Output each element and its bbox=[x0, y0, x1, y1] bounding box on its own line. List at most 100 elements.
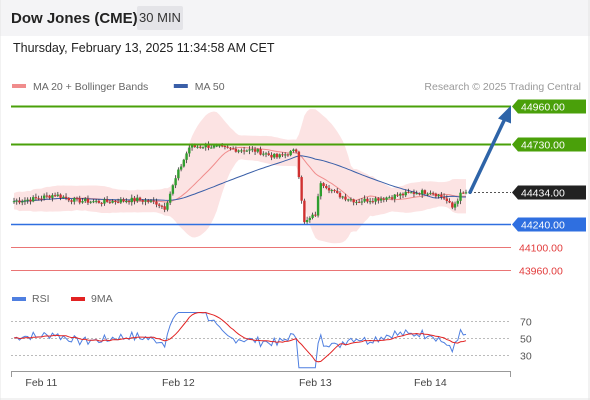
candle-body bbox=[396, 194, 399, 196]
candle-body bbox=[199, 146, 202, 148]
rsi-legend-label: RSI bbox=[32, 293, 50, 305]
candle-body bbox=[440, 194, 443, 197]
bollinger-band bbox=[14, 109, 466, 244]
level-tag-last: 44434.00 bbox=[512, 185, 586, 200]
candle-body bbox=[451, 202, 454, 208]
projection-arrow-shaft bbox=[468, 114, 508, 195]
candle-body bbox=[289, 150, 292, 156]
candle-body bbox=[89, 201, 92, 203]
candle-body bbox=[231, 148, 235, 150]
candle-body bbox=[297, 151, 301, 178]
candle-body bbox=[220, 145, 224, 147]
rsi-ma-line bbox=[13, 311, 467, 363]
candle-body bbox=[31, 197, 35, 202]
candle-body bbox=[314, 214, 317, 216]
candle-body bbox=[371, 201, 375, 203]
candle-body bbox=[48, 195, 51, 198]
candle-body bbox=[270, 154, 273, 158]
candle-body bbox=[196, 146, 199, 148]
candle-body bbox=[51, 195, 54, 198]
candle-body bbox=[377, 198, 380, 201]
candle-body bbox=[407, 191, 410, 193]
candle-body bbox=[86, 198, 90, 203]
candle-body bbox=[111, 200, 114, 203]
chart-header: Dow Jones (CME) 30 MIN bbox=[0, 0, 590, 36]
candle-body bbox=[404, 191, 407, 196]
level-tag-label: 44240.00 bbox=[521, 220, 565, 232]
candle-body bbox=[388, 197, 391, 199]
candle-body bbox=[311, 214, 314, 218]
candle-body bbox=[29, 199, 32, 202]
candle-body bbox=[273, 153, 276, 158]
level-tag-pivot: 44240.00 bbox=[512, 217, 586, 232]
candle-body bbox=[207, 144, 210, 148]
candles bbox=[12, 141, 468, 225]
candle-body bbox=[393, 194, 396, 199]
level-tag-label: 44960.00 bbox=[521, 102, 565, 114]
level-tag-bg bbox=[512, 99, 586, 114]
candle-body bbox=[149, 200, 153, 202]
rsi-legend-swatch bbox=[71, 297, 85, 301]
rsi-legend-swatch bbox=[12, 297, 26, 301]
candle-body bbox=[305, 219, 309, 223]
candle-body bbox=[81, 201, 84, 203]
candle-body bbox=[462, 192, 465, 194]
chart-datetime: Thursday, February 13, 2025 11:34:58 AM … bbox=[13, 41, 275, 55]
candle-body bbox=[344, 196, 347, 200]
candle-body bbox=[152, 200, 155, 202]
candle-body bbox=[286, 154, 290, 156]
candle-body bbox=[185, 153, 188, 160]
candle-body bbox=[26, 199, 29, 201]
candle-body bbox=[190, 145, 194, 148]
candle-body bbox=[325, 186, 328, 188]
candle-body bbox=[174, 178, 177, 186]
candle-body bbox=[155, 201, 158, 205]
candle-body bbox=[338, 192, 342, 198]
candle-body bbox=[75, 198, 79, 200]
candle-body bbox=[166, 202, 169, 210]
candle-body bbox=[193, 145, 196, 147]
candle-body bbox=[15, 200, 18, 202]
level-tag-bg bbox=[512, 185, 586, 200]
candle-body bbox=[201, 147, 205, 149]
candle-body bbox=[122, 199, 125, 202]
candle-body bbox=[253, 149, 257, 152]
candle-body bbox=[262, 153, 265, 155]
candle-body bbox=[97, 200, 101, 203]
rsi-line bbox=[13, 311, 467, 369]
candle-body bbox=[464, 192, 468, 194]
candle-body bbox=[105, 199, 109, 202]
candle-body bbox=[459, 192, 462, 201]
candle-body bbox=[245, 150, 249, 152]
x-tick-label: Feb 14 bbox=[414, 377, 447, 389]
candle-body bbox=[420, 190, 424, 195]
candle-body bbox=[333, 190, 336, 192]
candle-body bbox=[434, 193, 438, 197]
candle-body bbox=[412, 192, 416, 194]
candle-body bbox=[390, 197, 394, 199]
candle-body bbox=[218, 145, 221, 147]
candle-body bbox=[366, 198, 369, 202]
level-label-support: 44100.00 bbox=[519, 243, 563, 255]
candle-body bbox=[37, 198, 40, 200]
candle-body bbox=[431, 192, 435, 194]
candle-body bbox=[256, 149, 260, 152]
level-label-support: 43960.00 bbox=[519, 266, 563, 278]
timeframe-button[interactable]: 30 MIN bbox=[137, 6, 183, 30]
candle-body bbox=[292, 149, 295, 151]
candle-body bbox=[168, 193, 172, 203]
legend-swatch bbox=[12, 84, 26, 88]
candle-body bbox=[368, 201, 372, 203]
candle-body bbox=[278, 154, 281, 158]
ma50-line bbox=[13, 155, 466, 202]
candle-body bbox=[264, 153, 268, 155]
candle-body bbox=[453, 203, 457, 208]
candle-body bbox=[18, 200, 21, 203]
candle-body bbox=[385, 197, 388, 200]
rsi-tick-label: 30 bbox=[520, 351, 532, 363]
candle-body bbox=[240, 150, 243, 152]
candle-body bbox=[316, 196, 320, 216]
rsi-tick-label: 70 bbox=[520, 317, 532, 329]
rsi-legend-label: 9MA bbox=[91, 293, 113, 305]
candle-body bbox=[179, 166, 183, 170]
